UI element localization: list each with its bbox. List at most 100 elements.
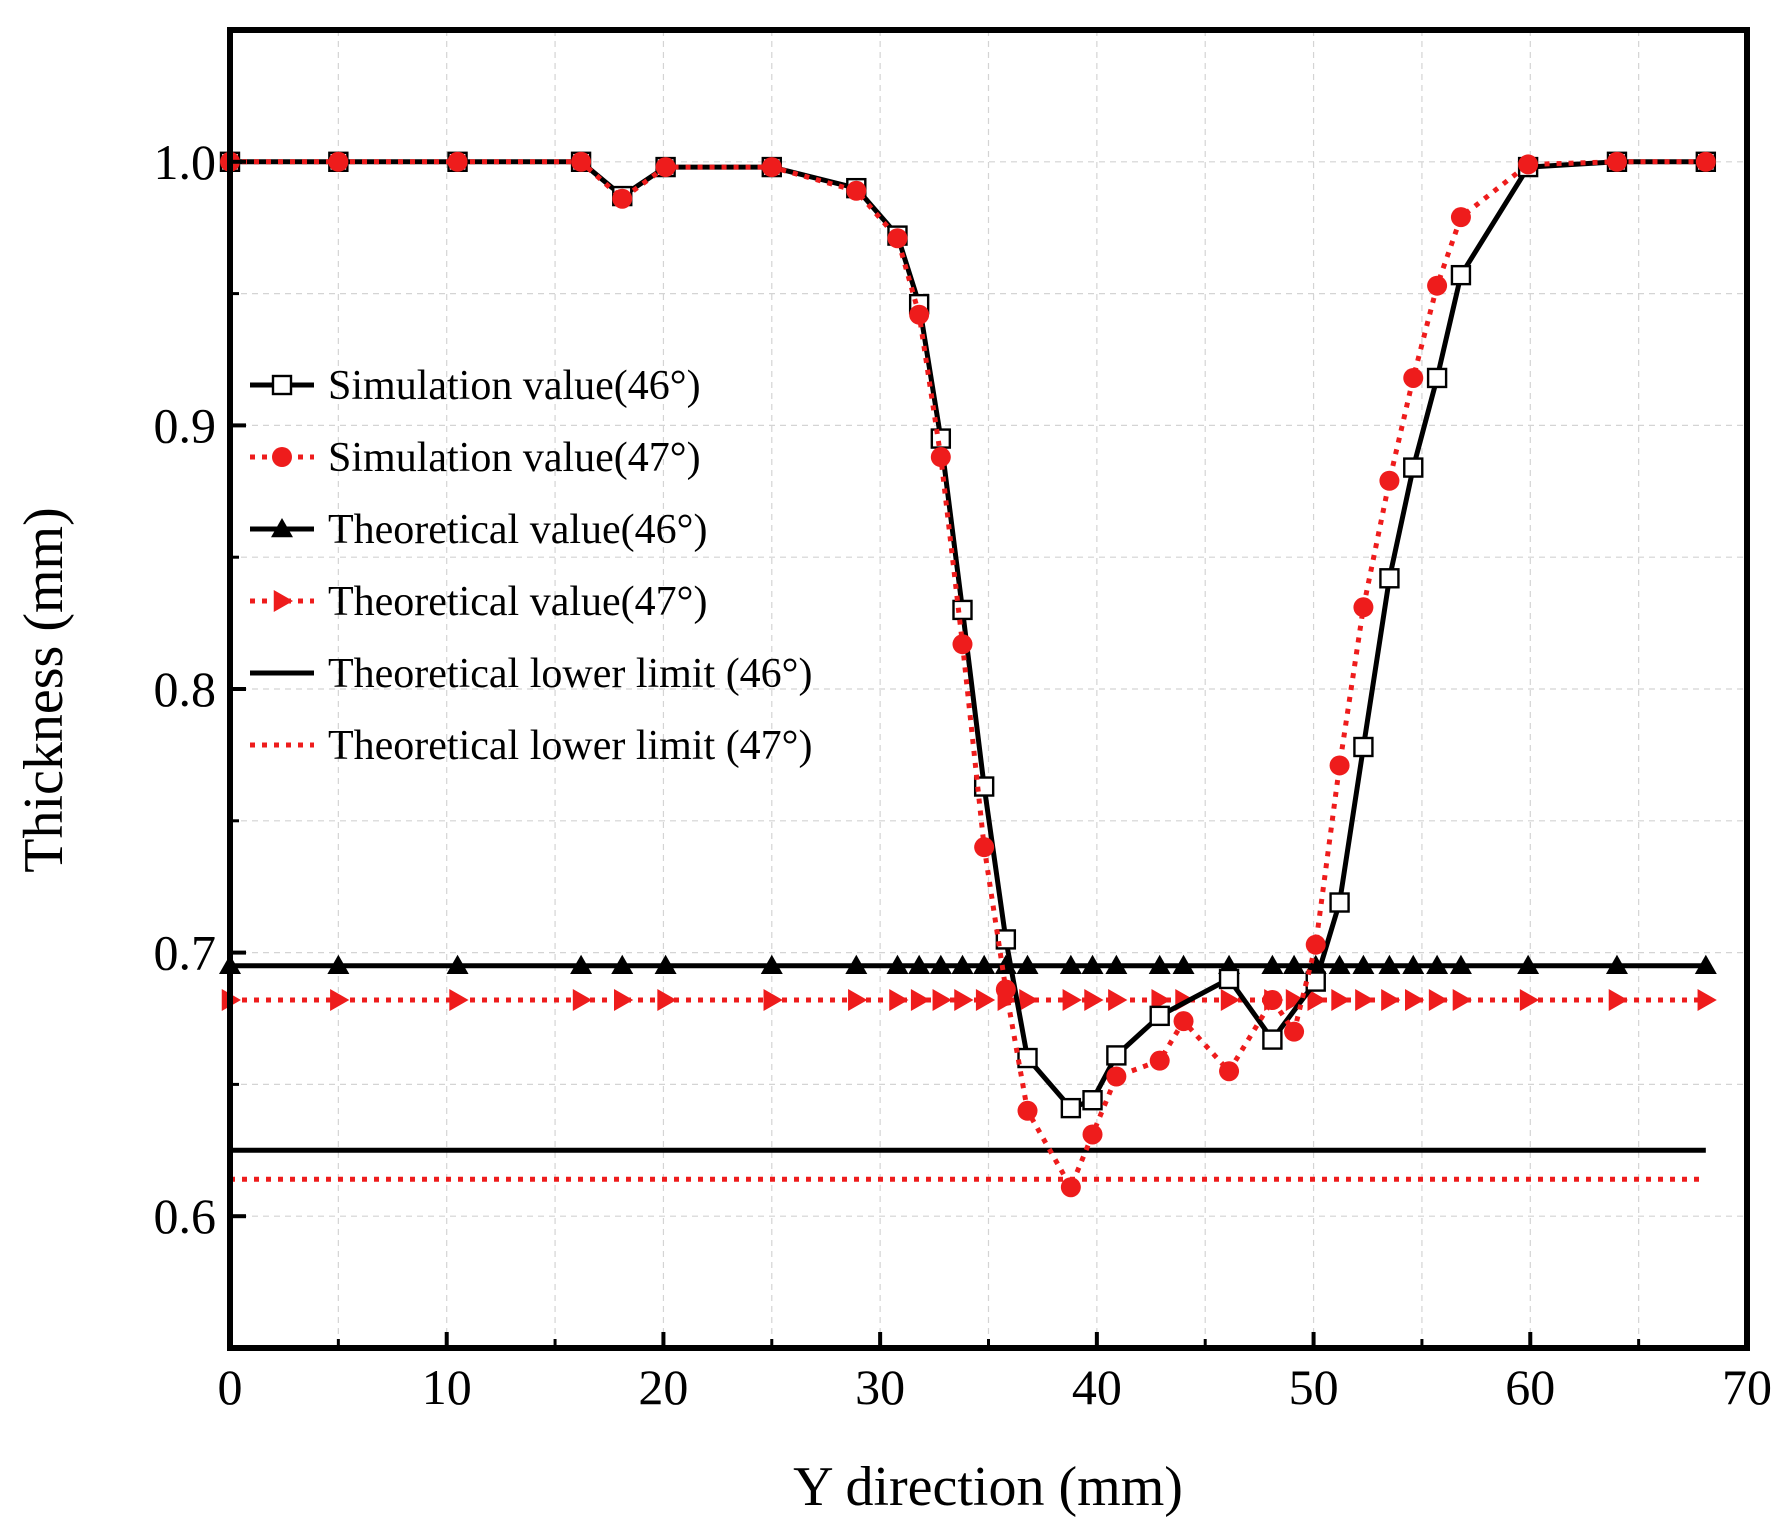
series-0-point xyxy=(973,776,995,797)
series-1-point xyxy=(612,188,633,209)
y-tick-label: 0.7 xyxy=(154,925,217,981)
series-1-point xyxy=(1060,1177,1081,1198)
series-1-point xyxy=(1379,470,1400,491)
legend-label: Theoretical lower limit (47°) xyxy=(328,723,812,769)
series-2-point xyxy=(446,954,469,975)
series-3-point xyxy=(1285,989,1306,1012)
series-3-point xyxy=(848,989,868,1012)
series-2-point xyxy=(611,954,634,975)
series-0-point xyxy=(1403,457,1424,478)
series-1-point xyxy=(1606,151,1627,172)
legend-marker-swatch xyxy=(273,590,293,612)
series-2-point xyxy=(973,954,996,975)
series-3-point xyxy=(1151,989,1171,1012)
x-tick-label: 10 xyxy=(422,1359,472,1415)
series-2-point xyxy=(1059,954,1082,975)
series-0-point xyxy=(1379,568,1400,589)
series-3-point xyxy=(1405,989,1425,1012)
legend-item: Theoretical lower limit (47°) xyxy=(250,723,812,769)
series-2-point xyxy=(1172,954,1195,975)
series-3-point xyxy=(889,989,909,1012)
series-1-point xyxy=(1106,1066,1127,1087)
series-3-point xyxy=(910,989,931,1012)
series-2-point xyxy=(1328,954,1351,975)
series-2-point xyxy=(908,954,931,975)
series-1-point xyxy=(887,228,908,249)
series-3-point xyxy=(1355,989,1375,1012)
series-2-point xyxy=(1148,954,1171,975)
y-tick-label: 0.8 xyxy=(154,661,217,717)
series-1-point xyxy=(1305,934,1326,955)
axis-tick-labels: 0 10 20 30 40 50 60 70 0.6 0.7 0.8 0.9 1.0 xyxy=(154,134,1773,1415)
legend-label: Theoretical value(47°) xyxy=(328,579,707,625)
x-tick-label: 0 xyxy=(218,1359,243,1415)
legend-item: Theoretical value(46°) xyxy=(250,507,707,553)
series-1-point xyxy=(1149,1050,1170,1071)
series-2-point xyxy=(1105,954,1128,975)
series-1-point xyxy=(952,634,973,655)
series-2-point xyxy=(1517,954,1540,975)
series-layer xyxy=(219,151,1717,1198)
series-0-point xyxy=(1329,892,1350,913)
series-1-point xyxy=(1695,151,1716,172)
series-2-point xyxy=(929,954,952,975)
series-2-point xyxy=(1081,954,1104,975)
y-tick-label: 0.6 xyxy=(154,1188,217,1244)
series-1-point xyxy=(1082,1124,1103,1145)
series-1-point xyxy=(328,151,349,172)
series-2-point xyxy=(760,954,783,975)
series-1-point xyxy=(1219,1061,1240,1082)
legend-marker-swatch xyxy=(271,518,293,538)
legend-label: Simulation value(47°) xyxy=(328,435,701,481)
series-3-point xyxy=(1108,989,1128,1012)
series-2-point xyxy=(570,954,593,975)
series-2-point xyxy=(1449,954,1472,975)
x-tick-label: 60 xyxy=(1505,1359,1555,1415)
series-1-point xyxy=(1017,1100,1038,1121)
series-0-point xyxy=(1353,736,1374,758)
series-3-point xyxy=(1697,989,1717,1012)
legend-marker-swatch xyxy=(272,447,292,467)
series-0-point xyxy=(1450,264,1472,286)
series-2-point xyxy=(1605,954,1628,975)
series-3-point xyxy=(763,989,783,1012)
series-3-point xyxy=(1307,989,1327,1012)
series-3-point xyxy=(330,989,350,1012)
series-2-point xyxy=(654,954,677,975)
series-1-point xyxy=(655,157,676,178)
series-3-point xyxy=(1331,989,1351,1012)
series-0-point xyxy=(1149,1005,1170,1027)
series-2-point xyxy=(1352,954,1375,975)
series-1 xyxy=(220,151,1716,1198)
y-tick-label: 1.0 xyxy=(154,134,217,190)
legend-marker-swatch xyxy=(271,374,293,396)
series-0-point xyxy=(1305,971,1326,992)
series-0-point xyxy=(1426,367,1448,389)
series-1-point xyxy=(1518,154,1539,175)
series-3-point xyxy=(1519,989,1540,1012)
x-axis-title: Y direction (mm) xyxy=(793,1456,1183,1518)
series-3-point xyxy=(1381,989,1401,1012)
series-1-point xyxy=(846,180,867,201)
series-3-point xyxy=(614,989,634,1012)
legend: Simulation value(46°) Simulation value(47… xyxy=(250,363,812,769)
axis-ticks xyxy=(228,159,1749,1348)
x-tick-label: 70 xyxy=(1722,1359,1772,1415)
series-1-point xyxy=(995,979,1016,1000)
series-0-point xyxy=(1017,1047,1038,1069)
series-2-point xyxy=(886,954,909,975)
series-3-point xyxy=(657,989,677,1012)
series-0-point xyxy=(1082,1090,1103,1111)
series-0-point xyxy=(1262,1029,1283,1050)
series-3-point xyxy=(1084,989,1104,1012)
legend-item: Simulation value(46°) xyxy=(250,363,701,409)
x-tick-label: 40 xyxy=(1072,1359,1122,1415)
series-2-point xyxy=(1378,954,1401,975)
legend-item: Theoretical lower limit (46°) xyxy=(250,651,812,697)
series-2-point xyxy=(1283,954,1306,975)
series-2-point xyxy=(1261,954,1284,975)
legend-label: Theoretical lower limit (46°) xyxy=(328,651,812,697)
series-2-point xyxy=(1426,954,1449,975)
series-3-point xyxy=(975,989,996,1012)
